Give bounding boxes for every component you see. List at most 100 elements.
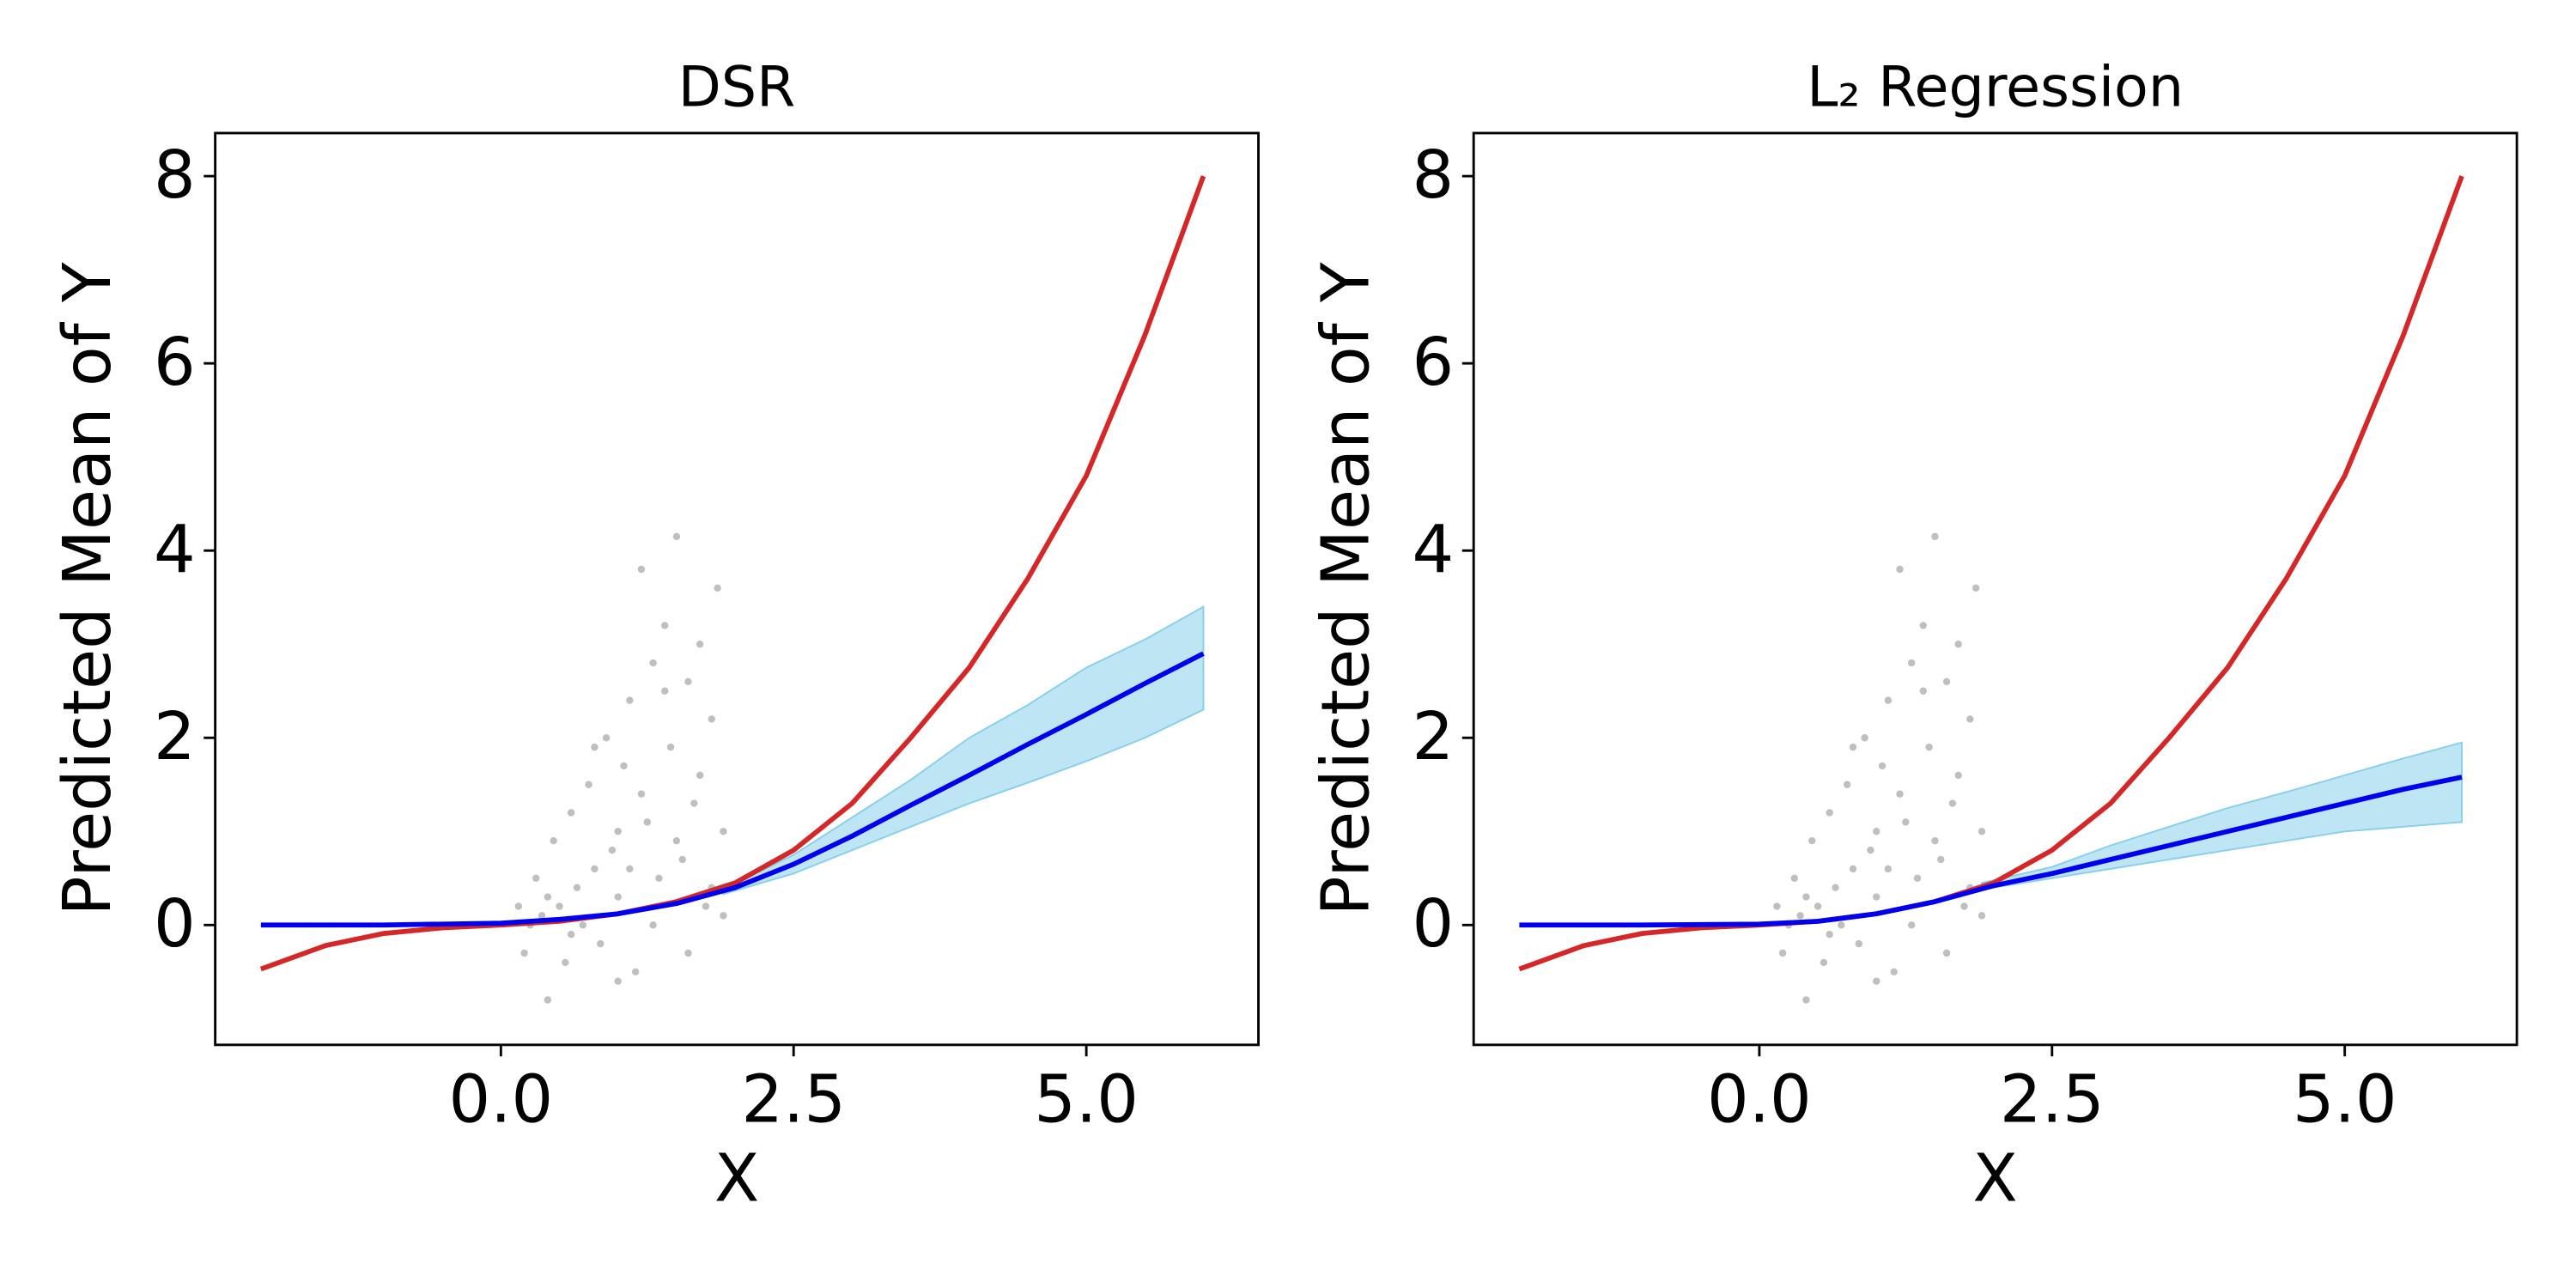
line xyxy=(259,175,1206,972)
scatter-point xyxy=(514,902,523,910)
scatter-point xyxy=(597,939,605,948)
y-tick-label: 2 xyxy=(154,699,196,775)
axes-frame xyxy=(1472,131,2518,1047)
scatter-point xyxy=(1773,902,1781,910)
scatter-point xyxy=(567,809,575,817)
x-tick-label: 0.0 xyxy=(449,1062,554,1139)
scatter-point xyxy=(702,902,710,910)
scatter-point xyxy=(1873,828,1880,835)
scatter-point xyxy=(1954,641,1962,648)
scatter-point xyxy=(1855,939,1863,948)
scatter-point xyxy=(1937,855,1945,864)
scatter-point xyxy=(585,781,592,788)
scatter-point xyxy=(1966,715,1974,723)
scatter-point xyxy=(1902,818,1910,826)
x-tick-label: 0.0 xyxy=(1707,1062,1812,1139)
scatter-point xyxy=(1948,799,1957,807)
scatter-point xyxy=(661,687,669,695)
scatter-point xyxy=(631,968,640,976)
scatter-point xyxy=(626,696,634,704)
scatter-point xyxy=(1873,893,1880,901)
scatter-point xyxy=(1878,762,1886,770)
scatter-point xyxy=(1954,771,1962,780)
scatter-point xyxy=(684,677,692,686)
line xyxy=(260,651,1205,928)
scatter-point xyxy=(532,874,540,882)
scatter-point xyxy=(649,921,657,929)
scatter-point xyxy=(1890,968,1898,976)
chart-title: DSR xyxy=(678,55,796,119)
scatter-point xyxy=(614,828,622,835)
scatter-point xyxy=(1873,977,1880,985)
scatter-point xyxy=(720,828,727,835)
x-tick-label: 5.0 xyxy=(2293,1062,2397,1139)
scatter-point xyxy=(661,622,669,629)
scatter-point xyxy=(1849,743,1857,751)
scatter-point xyxy=(1826,809,1833,817)
scatter-point xyxy=(1978,828,1986,835)
confidence-band xyxy=(722,605,1205,896)
scatter-point xyxy=(626,865,634,873)
y-tick-label: 6 xyxy=(154,325,196,401)
scatter-point xyxy=(602,734,611,742)
scatter-point xyxy=(573,884,581,891)
scatter-point xyxy=(1808,836,1816,845)
scatter-point xyxy=(567,930,575,939)
scatter-point xyxy=(1978,912,1986,920)
x-tick-label: 2.5 xyxy=(2000,1062,2105,1139)
scatter-point xyxy=(1796,912,1804,920)
scatter-point xyxy=(649,659,657,667)
scatter-point xyxy=(1826,930,1833,939)
y-axis-label: Predicted Mean of Y xyxy=(50,262,126,915)
scatter-point xyxy=(1942,677,1951,686)
scatter-point xyxy=(1802,996,1810,1004)
scatter-point xyxy=(1843,781,1851,788)
y-tick-label: 4 xyxy=(154,512,196,588)
scatter-point xyxy=(1802,893,1810,901)
scatter-point xyxy=(1884,865,1893,873)
scatter-point xyxy=(1942,949,1951,957)
scatter-point xyxy=(1884,696,1893,704)
scatter-point xyxy=(1790,874,1799,882)
scatter-point xyxy=(637,565,646,574)
scatter-point xyxy=(614,893,622,901)
confidence-band xyxy=(1981,741,2463,890)
scatter-point xyxy=(562,958,569,967)
scatter-point xyxy=(690,799,698,807)
scatter-point xyxy=(1971,584,1980,592)
scatter-point xyxy=(714,584,721,592)
y-tick-label: 6 xyxy=(1413,325,1455,401)
scatter-point xyxy=(1832,884,1839,891)
scatter-point xyxy=(614,977,622,985)
y-tick-label: 2 xyxy=(1413,699,1455,775)
scatter-point xyxy=(708,715,715,723)
scatter-point xyxy=(591,743,598,751)
chart-title: L₂ Regression xyxy=(1807,55,2184,119)
scatter-point xyxy=(1820,958,1828,967)
scatter-point xyxy=(666,743,675,751)
scatter-point xyxy=(684,949,692,957)
line xyxy=(1518,175,2464,972)
scatter-point xyxy=(720,912,727,920)
scatter-point xyxy=(620,762,628,770)
scatter-point xyxy=(550,836,557,845)
scatter-point xyxy=(1960,902,1968,910)
x-tick-label: 5.0 xyxy=(1034,1062,1139,1139)
x-tick-label: 2.5 xyxy=(741,1062,846,1139)
scatter-point xyxy=(538,912,546,920)
scatter-point xyxy=(520,949,528,957)
y-tick-label: 8 xyxy=(154,137,196,214)
y-tick-label: 0 xyxy=(154,886,196,963)
scatter-point xyxy=(1919,687,1928,695)
scatter-point xyxy=(591,865,598,873)
scatter-point xyxy=(1919,622,1928,629)
y-axis-label: Predicted Mean of Y xyxy=(1309,262,1385,915)
scatter-point xyxy=(1896,790,1904,798)
y-tick-label: 8 xyxy=(1413,137,1455,214)
scatter-point xyxy=(1896,565,1904,574)
scatter-point xyxy=(1913,874,1922,882)
scatter-point xyxy=(696,641,704,648)
panel: L₂ Regression X Predicted Mean of Y 0.0 2.5 5… xyxy=(1309,55,2518,1218)
scatter-point xyxy=(672,532,681,541)
